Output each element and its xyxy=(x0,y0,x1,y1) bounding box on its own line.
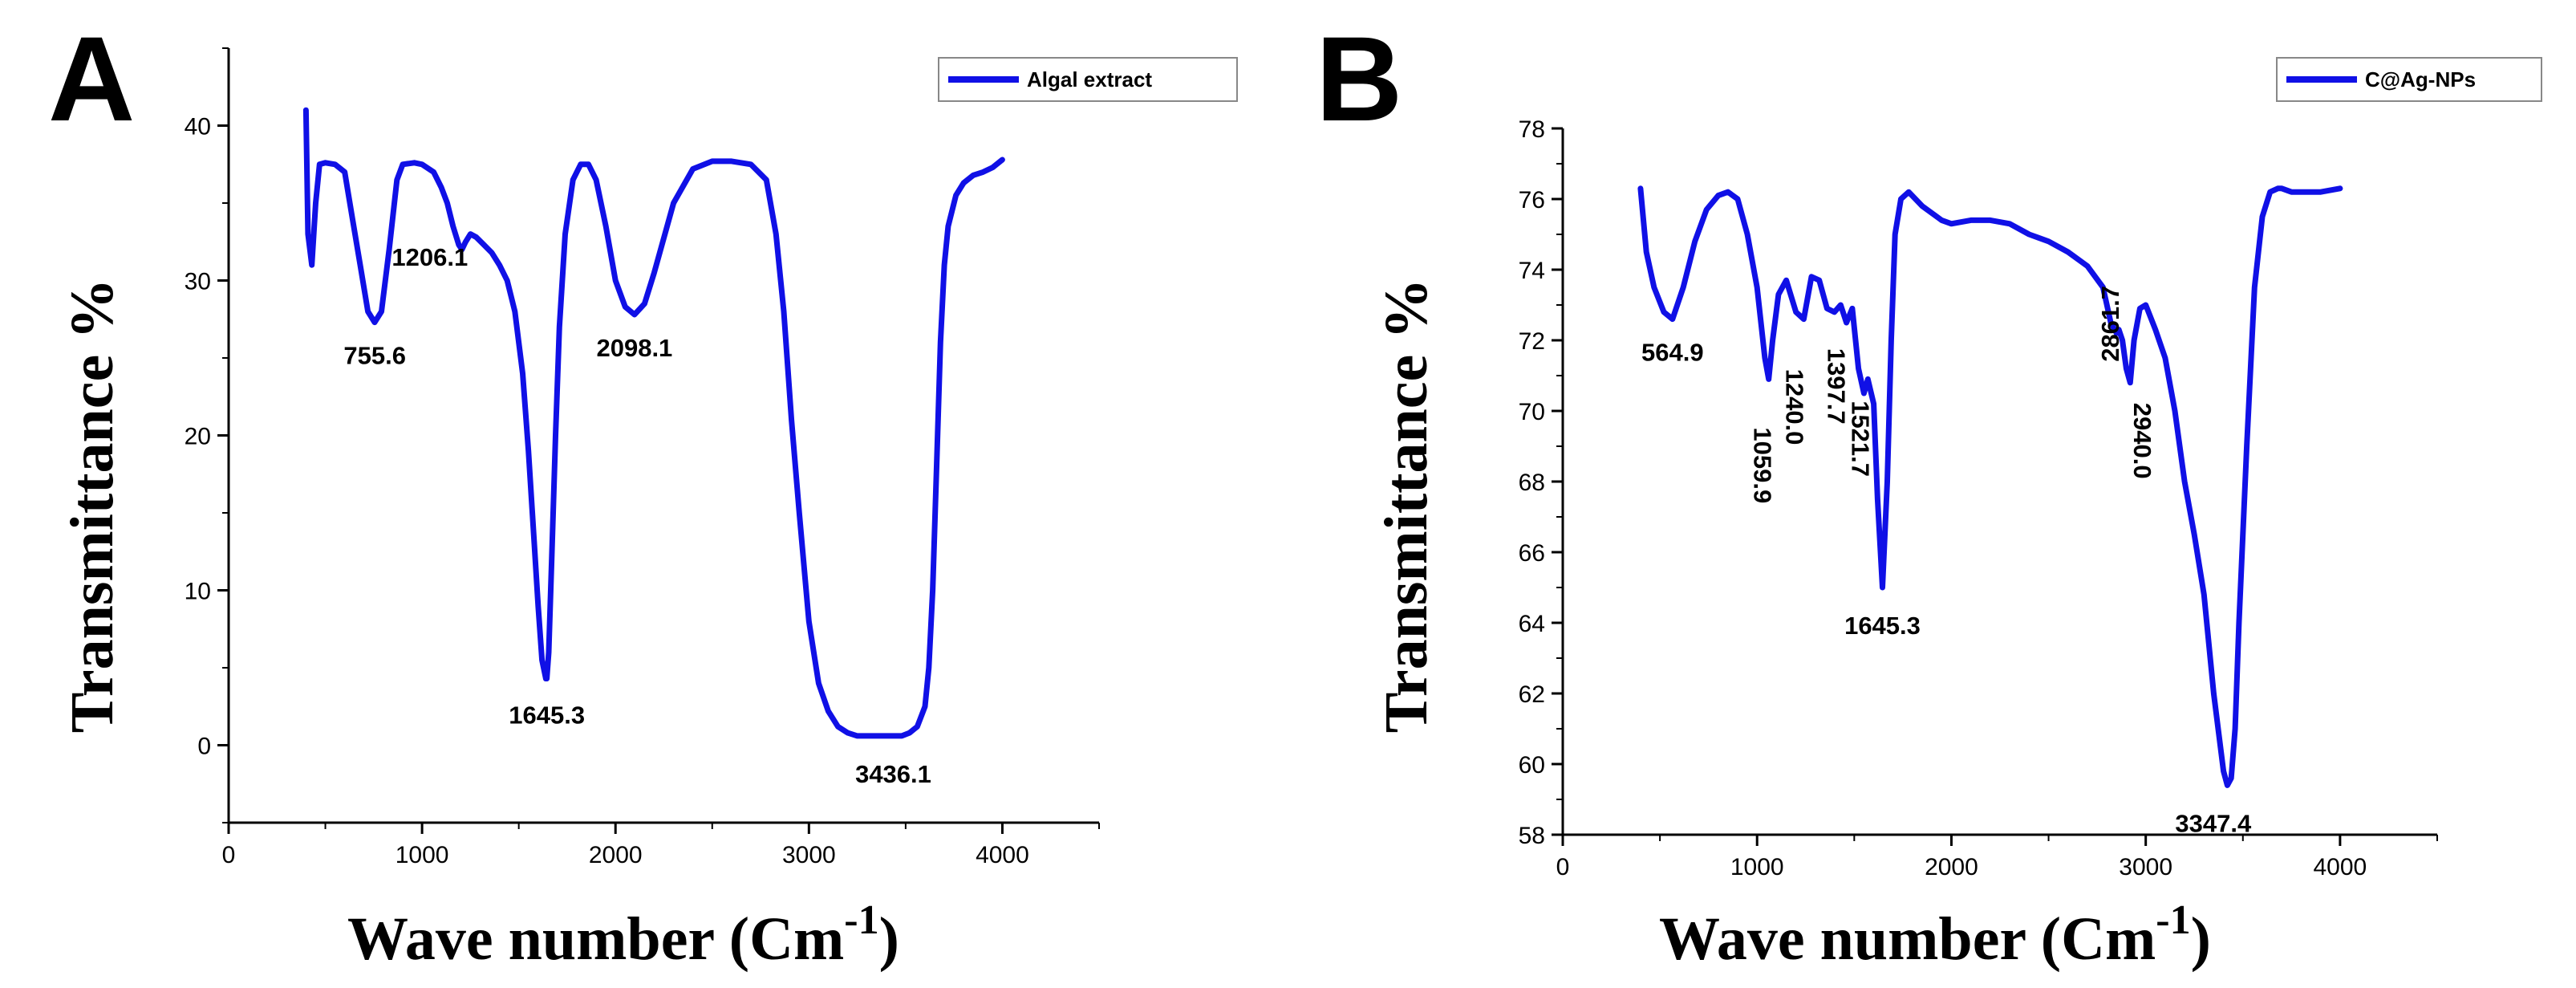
y-tick-label: 62 xyxy=(1519,681,1545,708)
panel-b-legend: C@Ag-NPs xyxy=(2276,57,2542,102)
panel-b-y-axis-label: Transmittance % xyxy=(1373,279,1440,733)
y-tick-label: 70 xyxy=(1519,399,1545,425)
x-tick-label: 0 xyxy=(222,842,236,868)
y-tick-label: 20 xyxy=(185,424,211,450)
y-tick-label: 72 xyxy=(1519,328,1545,355)
panel-a-x-axis-label: Wave number (Cm-1) xyxy=(347,897,899,973)
y-tick-label: 78 xyxy=(1519,116,1545,143)
panel-b-x-axis-label: Wave number (Cm-1) xyxy=(1659,897,2211,973)
peak-label: 1240.0 xyxy=(1780,369,1808,445)
panel-b-label: B xyxy=(1316,11,1402,146)
peak-label: 3347.4 xyxy=(2175,809,2252,837)
x-tick-label: 4000 xyxy=(2314,854,2367,880)
y-tick-label: 58 xyxy=(1519,823,1545,849)
y-tick-label: 64 xyxy=(1519,611,1545,637)
panel-a-label: A xyxy=(48,11,135,146)
y-tick-label: 76 xyxy=(1519,187,1545,213)
peak-label: 2861.7 xyxy=(2096,286,2124,362)
x-tick-label: 4000 xyxy=(976,842,1029,868)
peak-label: 1645.3 xyxy=(509,701,585,730)
panel-a-spectrum-line xyxy=(302,107,1005,739)
peak-label: 3436.1 xyxy=(855,760,931,788)
peak-label: 1397.7 xyxy=(1823,348,1851,425)
x-tick-label: 1000 xyxy=(396,842,449,868)
peak-label: 1521.7 xyxy=(1847,400,1875,477)
peak-label: 1645.3 xyxy=(1844,612,1921,640)
panel-a-legend-label: Algal extract xyxy=(1027,67,1152,91)
panel-b-spectrum-line xyxy=(1637,185,2343,788)
x-tick-label: 3000 xyxy=(782,842,836,868)
x-tick-label: 2000 xyxy=(1925,854,1978,880)
x-tick-label: 3000 xyxy=(2119,854,2172,880)
peak-label: 1206.1 xyxy=(391,243,468,271)
y-tick-label: 40 xyxy=(185,114,211,140)
peak-label: 755.6 xyxy=(343,342,406,370)
panel-a-legend: Algal extract xyxy=(938,57,1238,102)
peak-label: 564.9 xyxy=(1641,339,1704,367)
panel-a-y-axis-label: Transmittance % xyxy=(59,279,126,733)
peak-label: 1059.9 xyxy=(1749,427,1777,503)
y-tick-label: 74 xyxy=(1519,258,1545,284)
x-tick-label: 2000 xyxy=(589,842,643,868)
x-tick-label: 1000 xyxy=(1730,854,1784,880)
y-tick-label: 30 xyxy=(185,269,211,295)
panel-b: B C@Ag-NPs Transmittance % Wave number (… xyxy=(1316,11,2542,973)
y-tick-label: 0 xyxy=(197,734,211,760)
y-tick-label: 60 xyxy=(1519,752,1545,779)
y-tick-label: 10 xyxy=(185,579,211,605)
x-tick-label: 0 xyxy=(1556,854,1570,880)
peak-label: 2940.0 xyxy=(2128,403,2156,479)
y-tick-label: 66 xyxy=(1519,540,1545,567)
panel-a: A Algal extract Transmittance % Wave num… xyxy=(48,11,1238,973)
y-tick-label: 68 xyxy=(1519,470,1545,496)
peak-label: 2098.1 xyxy=(596,334,672,362)
panel-b-legend-label: C@Ag-NPs xyxy=(2365,67,2476,91)
